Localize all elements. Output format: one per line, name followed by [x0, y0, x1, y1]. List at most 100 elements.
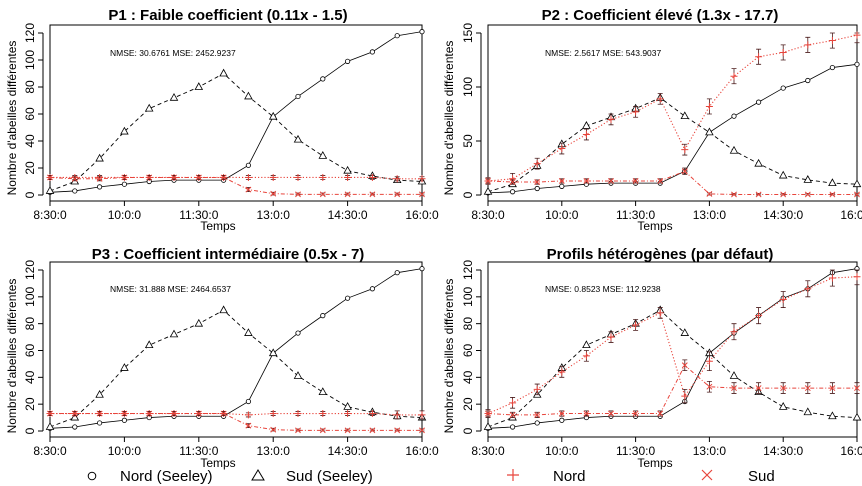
triangle-marker-icon — [251, 469, 265, 481]
data-point-cross — [534, 179, 541, 185]
data-point-cross — [171, 410, 177, 417]
data-point-plus — [853, 273, 861, 281]
data-point-triangle — [343, 402, 352, 410]
legend-label: Sud — [748, 468, 775, 485]
y-tick-label: 80 — [461, 317, 475, 331]
x-tick-label: 16:0:0 — [840, 444, 862, 458]
data-point-plus — [319, 173, 327, 181]
series-seeley-nord — [47, 266, 425, 431]
data-point-plus — [804, 285, 812, 293]
data-point-plus — [853, 31, 861, 39]
data-point-cross — [295, 427, 301, 434]
data-point-cross — [829, 191, 836, 198]
data-point-circle — [295, 330, 301, 336]
x-tick-label: 16:0:0 — [405, 208, 439, 222]
data-point-circle — [320, 313, 326, 319]
x-axis: 8:30:0 10:0:0 11:30:0 13:0:0 14:30:0 16:0:0 — [471, 436, 862, 458]
data-point-circle — [245, 398, 251, 405]
data-point-circle — [121, 417, 128, 423]
x-tick-label: 11:30:0 — [616, 444, 655, 458]
y-tick-label: 100 — [23, 50, 37, 70]
x-tick-label: 10:0:0 — [545, 208, 579, 222]
data-point-plus — [632, 321, 640, 329]
data-point-plus — [607, 115, 615, 123]
data-point-cross — [71, 175, 78, 182]
y-tick-label: 150 — [461, 23, 475, 43]
panel-title: P3 : Coefficient intermédiaire (0.5x - 7… — [92, 246, 365, 263]
y-axis-label: Nombre d'abeilles différentes — [5, 41, 19, 196]
x-tick-label: 8:30:0 — [471, 208, 505, 222]
legend-item-sud: Sud — [701, 468, 775, 485]
data-point-circle — [755, 99, 762, 105]
data-point-plus — [656, 309, 664, 317]
data-point-circle — [369, 286, 375, 292]
data-point-cross — [195, 410, 202, 417]
series-sim-sud — [47, 410, 425, 434]
x-tick-label: 11:30:0 — [616, 208, 655, 222]
data-point-cross — [632, 410, 639, 417]
series-line — [487, 97, 858, 193]
y-axis-label: Nombre d'abeilles différentes — [5, 279, 19, 434]
y-tick-label: 20 — [23, 397, 37, 411]
data-point-cross — [534, 411, 541, 418]
data-point-triangle — [169, 329, 179, 338]
data-point-triangle — [729, 145, 739, 154]
data-point-triangle — [803, 407, 813, 416]
data-point-circle — [121, 181, 128, 187]
data-point-triangle — [828, 178, 837, 187]
data-point-plus — [558, 145, 566, 153]
data-point-cross — [681, 362, 688, 369]
data-point-circle — [320, 76, 326, 82]
plot-area: 0 50 100 150 8:30:0 10:0:0 11:30:0 13:0:0 14:30:… — [461, 23, 862, 222]
data-point-triangle — [778, 402, 788, 410]
data-point-cross — [220, 410, 227, 417]
panel-p2: P2 : Coefficient élevé (1.3x - 17.7) Tem… — [442, 7, 862, 233]
x-tick-label: 8:30:0 — [33, 444, 67, 458]
series-seeley-sud — [45, 68, 427, 194]
data-point-cross — [706, 383, 713, 390]
data-point-plus — [533, 385, 541, 393]
data-point-triangle — [219, 305, 228, 314]
data-point-cross — [583, 410, 590, 417]
data-point-cross — [121, 174, 128, 181]
data-point-circle — [394, 270, 400, 276]
x-tick-label: 8:30:0 — [33, 208, 67, 222]
y-tick-label: 0 — [461, 191, 475, 198]
data-point-triangle — [680, 328, 690, 336]
y-tick-label: 100 — [461, 287, 475, 307]
data-point-cross — [394, 191, 401, 198]
plot-area: 0 20 40 60 80 100 120 8:30:0 10:0:0 11:30:0 13:0:0… — [461, 260, 862, 458]
data-point-triangle — [268, 111, 278, 120]
data-point-plus — [828, 274, 836, 282]
series-line — [49, 309, 423, 428]
series-sim-nord — [484, 269, 861, 418]
data-point-plus — [705, 357, 713, 365]
y-tick-label: 40 — [23, 134, 37, 148]
data-point-cross — [608, 410, 614, 417]
data-point-cross — [731, 191, 737, 198]
data-point-circle — [344, 58, 351, 64]
data-point-circle — [534, 185, 540, 192]
y-tick-label: 100 — [461, 77, 475, 97]
data-point-cross — [485, 178, 491, 184]
data-point-cross — [657, 410, 664, 417]
data-point-circle — [295, 93, 301, 100]
y-tick-label: 120 — [461, 260, 475, 280]
data-point-plus — [730, 328, 738, 336]
series-line — [49, 31, 423, 193]
y-tick-label: 50 — [461, 134, 475, 148]
data-point-plus — [705, 102, 713, 110]
data-point-cross — [146, 174, 153, 181]
data-point-circle — [344, 295, 351, 301]
data-point-triangle — [582, 340, 591, 349]
data-point-plus — [804, 41, 812, 49]
data-point-triangle — [852, 412, 862, 421]
y-tick-label: 60 — [23, 107, 37, 121]
data-point-triangle — [144, 340, 154, 349]
series-line — [49, 268, 423, 429]
x-axis: 8:30:0 10:0:0 11:30:0 13:0:0 14:30:0 16:0:0 — [33, 436, 439, 458]
data-point-plus — [368, 173, 376, 181]
plot-frame — [49, 24, 423, 202]
data-point-cross — [731, 385, 737, 392]
panel-p1: P1 : Faible coefficient (0.11x - 1.5) Te… — [5, 7, 439, 233]
